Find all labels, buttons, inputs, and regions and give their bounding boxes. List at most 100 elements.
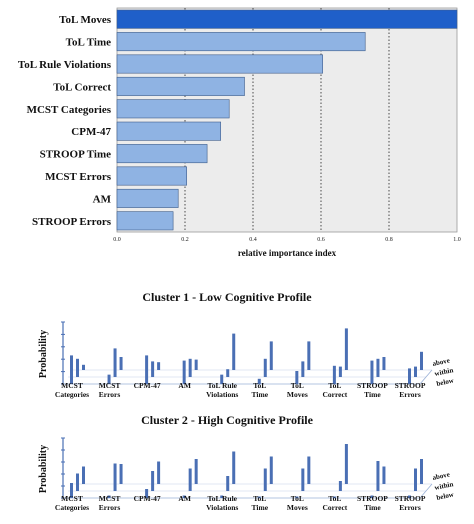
bar-stroop-errors bbox=[116, 211, 174, 231]
bar-stroop-time-below bbox=[370, 495, 374, 498]
bar-tol-rule-violations-within bbox=[226, 476, 230, 491]
bar-mcst-errors-above bbox=[119, 357, 123, 370]
category-label: ToL bbox=[328, 494, 341, 503]
bar-mcst-errors-below bbox=[107, 374, 111, 384]
category-label: ToL Rule bbox=[207, 494, 237, 503]
depth-label: below bbox=[436, 376, 456, 388]
category-label: Errors bbox=[399, 390, 421, 399]
bar-tol-rule-violations-below bbox=[220, 495, 224, 498]
bar-mcst-errors-within bbox=[113, 348, 117, 377]
bar-mcst-categories-within bbox=[76, 473, 79, 491]
category-label: STROOP Errors bbox=[32, 216, 112, 228]
bar-stroop-errors-below bbox=[408, 495, 411, 498]
bar-stroop-errors-within bbox=[414, 468, 417, 491]
cluster-1-chart: Cluster 1 - Low Cognitive Profile Probabi… bbox=[38, 290, 456, 399]
category-label: Time bbox=[364, 390, 381, 399]
category-label: Time bbox=[252, 503, 269, 512]
bar-cpm-47-below bbox=[145, 489, 149, 498]
depth-label: within bbox=[434, 480, 454, 492]
bar-tol-moves bbox=[116, 9, 458, 29]
bar-stroop-time-within bbox=[376, 461, 380, 491]
bar-mcst-categories-below bbox=[70, 483, 73, 498]
category-label: MCST bbox=[99, 381, 121, 390]
category-label: MCST Errors bbox=[45, 171, 112, 183]
category-label: Time bbox=[252, 390, 269, 399]
category-label: ToL Correct bbox=[53, 81, 111, 93]
cluster-title: Cluster 2 - High Cognitive Profile bbox=[141, 413, 314, 427]
bar-am-within bbox=[188, 468, 192, 491]
category-label: STROOP bbox=[357, 381, 388, 390]
category-label: Moves bbox=[287, 503, 308, 512]
bar-tol-correct-below bbox=[332, 365, 336, 384]
category-label: ToL bbox=[328, 381, 341, 390]
category-label: MCST bbox=[61, 494, 83, 503]
category-label: Errors bbox=[99, 390, 121, 399]
y-axis-label: Probability bbox=[38, 330, 49, 378]
category-label: AM bbox=[178, 381, 191, 390]
x-tick-label: 0.0 bbox=[113, 237, 121, 243]
bar-tol-rule-violations-above bbox=[232, 451, 236, 484]
bar-am-below bbox=[182, 360, 186, 384]
floor-edge bbox=[419, 369, 433, 385]
bar-tol-moves-within bbox=[301, 468, 305, 491]
bar-tol-rule-violations-below bbox=[220, 374, 224, 384]
category-label: AM bbox=[178, 494, 191, 503]
bar-tol-rule-violations-above bbox=[232, 333, 236, 370]
bar-stroop-time-above bbox=[382, 466, 386, 484]
bar-tol-correct-above bbox=[344, 328, 348, 370]
bar-tol-time-above bbox=[269, 456, 273, 484]
depth-label: above bbox=[432, 470, 451, 481]
bar-tol-time-below bbox=[257, 378, 261, 384]
bar-cpm-47-below bbox=[145, 355, 149, 384]
bar-stroop-time-within bbox=[376, 358, 380, 377]
bar-stroop-errors-within bbox=[414, 366, 417, 377]
x-tick-label: 0.4 bbox=[249, 237, 257, 243]
category-label: STROOP bbox=[357, 494, 388, 503]
bar-tol-moves-above bbox=[307, 456, 311, 484]
bar-cpm-47-above bbox=[157, 362, 161, 370]
depth-label: within bbox=[434, 366, 454, 378]
category-label: Violations bbox=[206, 390, 238, 399]
cluster-title: Cluster 1 - Low Cognitive Profile bbox=[142, 290, 312, 304]
category-label: ToL Rule Violations bbox=[18, 59, 112, 71]
bar-tol-time bbox=[116, 32, 366, 52]
category-label: ToL bbox=[253, 494, 266, 503]
category-label: ToL Moves bbox=[59, 14, 112, 26]
category-label: Categories bbox=[55, 390, 89, 399]
bar-stroop-errors-below bbox=[408, 368, 411, 384]
category-label: ToL bbox=[253, 381, 266, 390]
bar-cpm-47-within bbox=[151, 471, 155, 491]
category-label: AM bbox=[93, 193, 112, 205]
category-label: ToL Rule bbox=[207, 381, 237, 390]
bar-stroop-time-above bbox=[382, 357, 386, 370]
bar-mcst-categories-below bbox=[70, 355, 73, 384]
category-label: ToL Time bbox=[66, 37, 111, 49]
bar-tol-time-below bbox=[257, 496, 261, 498]
category-label: Violations bbox=[206, 503, 238, 512]
bar-tol-moves-within bbox=[301, 361, 305, 377]
category-label: ToL bbox=[291, 494, 304, 503]
category-label: STROOP bbox=[395, 494, 426, 503]
bar-mcst-categories-within bbox=[76, 358, 79, 377]
category-label: CPM-47 bbox=[134, 381, 161, 390]
category-label: STROOP Time bbox=[40, 149, 112, 161]
category-label: CPM-47 bbox=[71, 126, 111, 138]
bar-mcst-categories-above bbox=[82, 466, 85, 484]
bar-am-above bbox=[194, 459, 198, 484]
category-label: Categories bbox=[55, 503, 89, 512]
bar-cpm-47-within bbox=[151, 361, 155, 377]
x-tick-label: 0.8 bbox=[385, 237, 393, 243]
bar-tol-correct-above bbox=[344, 444, 348, 484]
bar-tol-rule-violations-within bbox=[226, 369, 230, 377]
floor-edge bbox=[419, 483, 433, 499]
bar-tol-correct-within bbox=[338, 366, 342, 377]
depth-label: below bbox=[436, 490, 456, 502]
bar-mcst-errors-within bbox=[113, 463, 117, 491]
x-tick-label: 0.6 bbox=[317, 237, 325, 243]
bar-tol-rule-violations bbox=[116, 54, 323, 74]
depth-label: above bbox=[432, 356, 451, 367]
category-label: MCST Categories bbox=[27, 104, 112, 116]
bar-mcst-categories-above bbox=[82, 364, 85, 370]
bar-mcst-errors bbox=[116, 166, 187, 186]
bar-tol-time-within bbox=[263, 468, 267, 491]
